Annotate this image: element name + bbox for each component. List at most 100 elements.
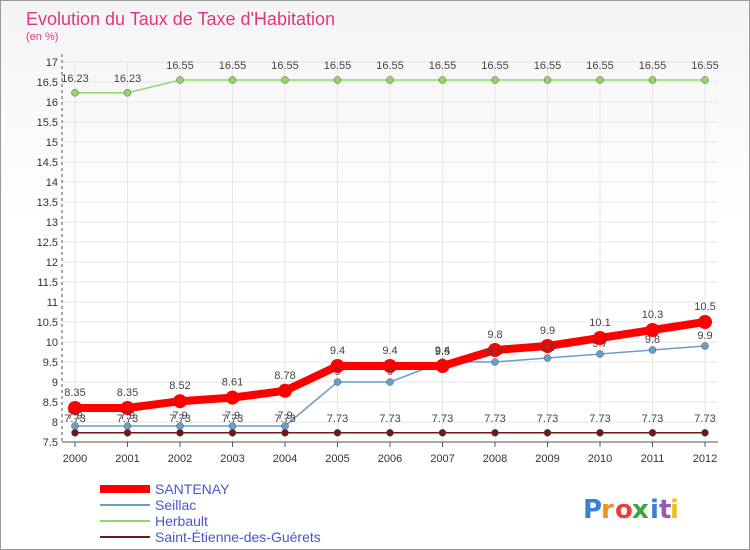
legend-label: Saint-Étienne-des-Guérets [155,529,321,545]
data-point [281,422,289,430]
chart-title: Evolution du Taux de Taxe d'Habitation [26,9,335,29]
y-tick-label: 10 [46,337,58,349]
data-label: 7.73 [694,413,715,425]
data-label: 7.73 [274,413,295,425]
data-point [438,76,447,84]
data-label: 16.55 [534,60,562,72]
data-label: 16.55 [691,60,719,72]
data-label: 8.78 [274,370,295,382]
data-point [701,342,709,350]
data-label: 7.73 [169,413,190,425]
data-label: 9.6 [540,342,555,354]
data-point [648,76,657,84]
data-label: 9 [334,366,340,378]
data-label: 7.73 [642,413,663,425]
proxiti-logo: Pr o x i ti [583,495,679,525]
data-label: 9.4 [382,345,397,357]
data-label: 9.4 [435,345,450,357]
data-point [225,390,240,405]
data-point [543,76,552,84]
data-label: 7.73 [589,413,610,425]
logo-letter: o [615,495,633,525]
data-point [333,429,342,437]
logo-letter: P [583,495,602,525]
data-point [71,429,79,437]
chart-subtitle: (en %) [26,31,58,43]
logo-letter: i [670,495,679,525]
data-label: 16.55 [324,60,352,72]
data-point [173,394,187,409]
data-point [540,339,555,353]
y-tick-label: 16.5 [37,77,58,89]
x-tick-label: 2009 [535,453,559,465]
data-label: 10.3 [642,309,663,321]
data-point [435,359,450,373]
data-label: 7.9 [120,410,135,422]
data-label: 9.8 [487,329,502,341]
data-label: 7.73 [64,413,85,425]
legend-label: Herbault [155,513,208,529]
x-tick-label: 2012 [693,453,717,465]
legend: SANTENAYSeillacHerbaultSaint-Étienne-des… [100,481,321,545]
y-tick-label: 17 [46,57,58,69]
logo-letter: t [659,495,671,525]
data-point [228,429,237,437]
data-label: 7.73 [537,413,558,425]
x-tick-label: 2003 [220,453,244,465]
y-tick-label: 13 [46,217,58,229]
y-tick-label: 16 [46,97,58,109]
data-point [278,383,292,398]
data-point [123,429,132,437]
data-point [386,378,394,386]
data-point [596,76,604,84]
data-label: 7.9 [172,410,187,422]
data-point [543,429,552,437]
data-point [596,350,604,358]
data-point [491,358,499,366]
data-label: 10.1 [589,317,610,329]
data-label: 16.55 [271,60,299,72]
data-label: 7.9 [67,410,82,422]
x-tick-label: 2006 [378,453,402,465]
data-point [228,422,237,430]
data-point [648,346,657,354]
series-group [68,76,712,437]
data-point [281,429,289,437]
data-label: 7.73 [327,413,348,425]
data-label: 7.9 [225,410,240,422]
data-point [71,422,79,430]
data-point [330,359,345,373]
data-point [698,315,712,329]
data-point [123,422,132,430]
data-label: 16.23 [114,73,142,85]
data-label: 16.55 [166,60,194,72]
data-point [71,89,79,97]
logo-letter: r [601,495,614,525]
y-tick-label: 8 [52,417,58,429]
data-point [701,76,709,84]
data-point [648,429,657,437]
x-tick-label: 2011 [641,453,665,465]
x-tick-label: 2004 [273,453,297,465]
y-axis-ticks: 7.5 8 8.5 9 9.5 10 10.5 11 11.5 12 12.5 13 13.5 14 14.… [37,57,58,449]
data-label: 16.55 [639,60,667,72]
y-tick-label: 11.5 [37,277,58,289]
legend-label: Seillac [155,497,196,513]
data-label: 9.4 [330,345,345,357]
data-label: 7.73 [117,413,138,425]
data-label: 16.55 [429,60,457,72]
data-label: 9.5 [487,346,502,358]
data-label: 8.52 [169,380,190,392]
y-tick-label: 14.5 [37,157,58,169]
y-tick-label: 8.5 [43,397,58,409]
y-tick-label: 13.5 [37,197,58,209]
x-tick-label: 2001 [115,453,139,465]
data-label: 8.35 [64,387,85,399]
y-tick-label: 15 [46,137,58,149]
data-label: 16.55 [376,60,404,72]
data-label: 8.35 [117,387,138,399]
data-point [488,343,502,357]
y-tick-label: 11 [47,297,58,309]
data-point [645,323,660,337]
